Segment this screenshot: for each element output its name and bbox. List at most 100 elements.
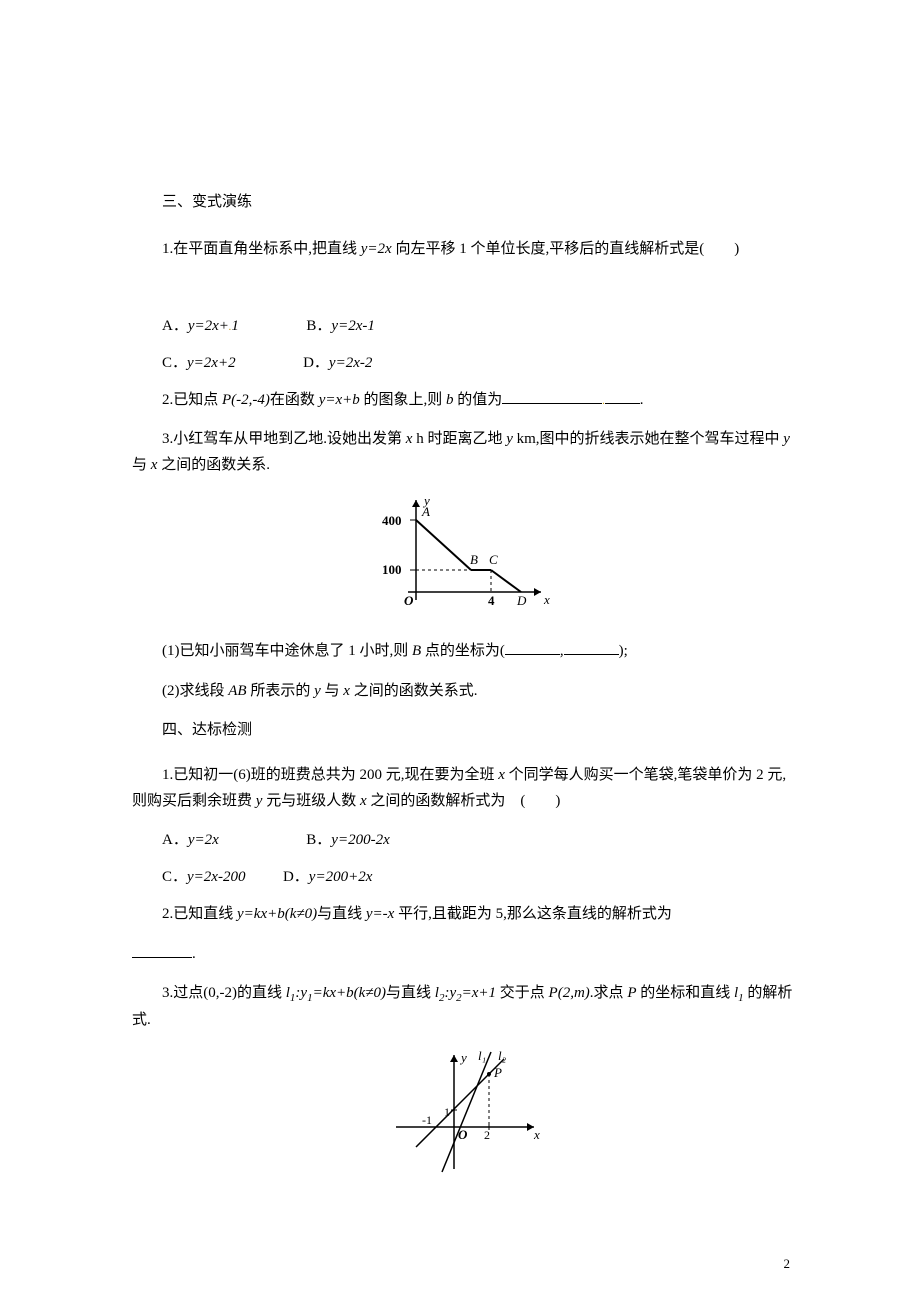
section-3-title: 三、变式演练 [132,190,800,211]
x-axis-label: x [543,592,550,607]
opt-a-label: A． [162,832,188,848]
s4-q2: 2.已知直线 y=kx+b(k≠0)与直线 y=-x 平行,且截距为 5,那么这… [132,902,800,928]
fill-blank [605,389,640,404]
line-l2-label: l₂ [498,1048,507,1063]
var: y [314,683,321,699]
text: (1)已知小丽驾车中途休息了 1 小时,则 [162,643,412,659]
s3-q1: 1.在平面直角坐标系中,把直线 y=2x 向左平移 1 个单位长度,平移后的直线… [132,235,800,264]
line-l1-label: l₁ [478,1048,486,1063]
opt-d: y=2x-2 [329,355,372,371]
text: 1.已知初一(6)班的班费总共为 200 元,现在要为全班 [162,767,498,783]
text: 元与班级人数 [262,793,360,809]
text: 2.已知直线 [162,906,237,922]
fill-blank [505,640,560,655]
text: 3.小红驾车从甲地到乙地.设她出发第 [162,431,406,447]
opt-c-label: C． [162,355,187,371]
point-P: P [493,1065,502,1080]
x-axis-label: x [533,1127,540,1142]
opt-d-label: D． [283,869,309,885]
l1: l1:y1=kx+b(k≠0) [286,985,386,1001]
fill-blank [502,389,602,404]
var: x [498,767,505,783]
text: 交于点 [496,985,549,1001]
opt-c: y=2x-200 [187,869,245,885]
text: 点的坐标为( [421,643,505,659]
var: y [783,431,790,447]
text: h 时距离乙地 [412,431,506,447]
figure-1: y x A B C D O 400 100 4 [132,492,800,617]
text: (2)求线段 [162,683,228,699]
expr: y=2x [361,241,392,257]
opt-b: y=2x-1 [331,318,374,334]
ytick-1: 1 [444,1105,450,1119]
opt-b-label: B． [306,832,331,848]
s3-q1-opts-cd: C．y=2x+2 D．y=2x-2 [132,351,800,372]
y-axis-label: y [459,1050,467,1065]
ytick-100: 100 [382,562,402,577]
point-A: A [421,504,430,519]
opt-b: y=200-2x [331,832,389,848]
page-number: 2 [784,1256,791,1272]
text: . [640,392,644,408]
var: y [506,431,513,447]
opt-a: y=2x+.1 [188,318,239,334]
segment: AB [228,683,246,699]
text: 的值为 [454,392,503,408]
opt-a-label: A． [162,318,188,334]
point-B: B [412,643,421,659]
fill-blank [132,943,192,958]
point-P: P(2,m) [549,985,590,1001]
expr: y=-x [366,906,394,922]
point-B: B [470,552,478,567]
text: .求点 [590,985,628,1001]
point-D: D [516,593,527,608]
text: 与 [321,683,344,699]
s4-q2-blank: . [132,942,800,968]
fill-blank [564,640,619,655]
opt-d: y=200+2x [309,869,373,885]
opt-c: y=2x+2 [187,355,236,371]
text: 与 [132,457,151,473]
text: km,图中的折线表示她在整个驾车过程中 [513,431,783,447]
text: 3.过点(0,-2)的直线 [162,985,286,1001]
s3-q3-sub1: (1)已知小丽驾车中途休息了 1 小时,则 B 点的坐标为(,); [132,639,800,665]
s4-q1-opts-cd: C．y=2x-200 D．y=200+2x [132,865,800,886]
section-4-title: 四、达标检测 [132,718,800,739]
s3-q2: 2.已知点 P(-2,-4)在函数 y=x+b 的图象上,则 b 的值为.. [132,388,800,414]
text: 与直线 [386,985,435,1001]
point-C: C [489,552,498,567]
text: 之间的函数关系式. [350,683,478,699]
text: 1.在平面直角坐标系中,把直线 [162,241,361,257]
opt-a: y=2x [188,832,219,848]
s4-q1-opts-ab: A．y=2x B．y=200-2x [132,828,800,849]
text: 的图象上,则 [360,392,446,408]
s4-q3: 3.过点(0,-2)的直线 l1:y1=kx+b(k≠0)与直线 l2:y2=x… [132,981,800,1033]
text: ); [619,643,628,659]
text: 与直线 [317,906,366,922]
text: 的坐标和直线 [636,985,734,1001]
text: 所表示的 [247,683,315,699]
text: 之间的函数解析式为 ( ) [367,793,561,809]
figure-2: y x l₁ l₂ P O 1 -1 2 [132,1047,800,1182]
origin: O [404,593,414,608]
text: 2.已知点 [162,392,222,408]
s3-q3-sub2: (2)求线段 AB 所表示的 y 与 x 之间的函数关系式. [132,679,800,705]
ytick-neg1: -1 [422,1113,432,1127]
text: 在函数 [270,392,319,408]
l1b: l1 [734,985,744,1001]
text: . [192,946,196,962]
s3-q3: 3.小红驾车从甲地到乙地.设她出发第 x h 时距离乙地 y km,图中的折线表… [132,427,800,478]
var: x [343,683,350,699]
xtick-2: 2 [484,1128,490,1142]
var: x [360,793,367,809]
text: 向左平移 1 个单位长度,平移后的直线解析式是( ) [392,241,740,257]
expr: y=x+b [319,392,360,408]
ytick-400: 400 [382,513,402,528]
text: 之间的函数关系. [157,457,270,473]
s3-q1-opts-ab: A．y=2x+.1 B．y=2x-1 [132,314,800,335]
point: P(-2,-4) [222,392,270,408]
opt-c-label: C． [162,869,187,885]
xtick-4: 4 [488,593,495,608]
s4-q1: 1.已知初一(6)班的班费总共为 200 元,现在要为全班 x 个同学每人购买一… [132,763,800,814]
var: b [446,392,454,408]
